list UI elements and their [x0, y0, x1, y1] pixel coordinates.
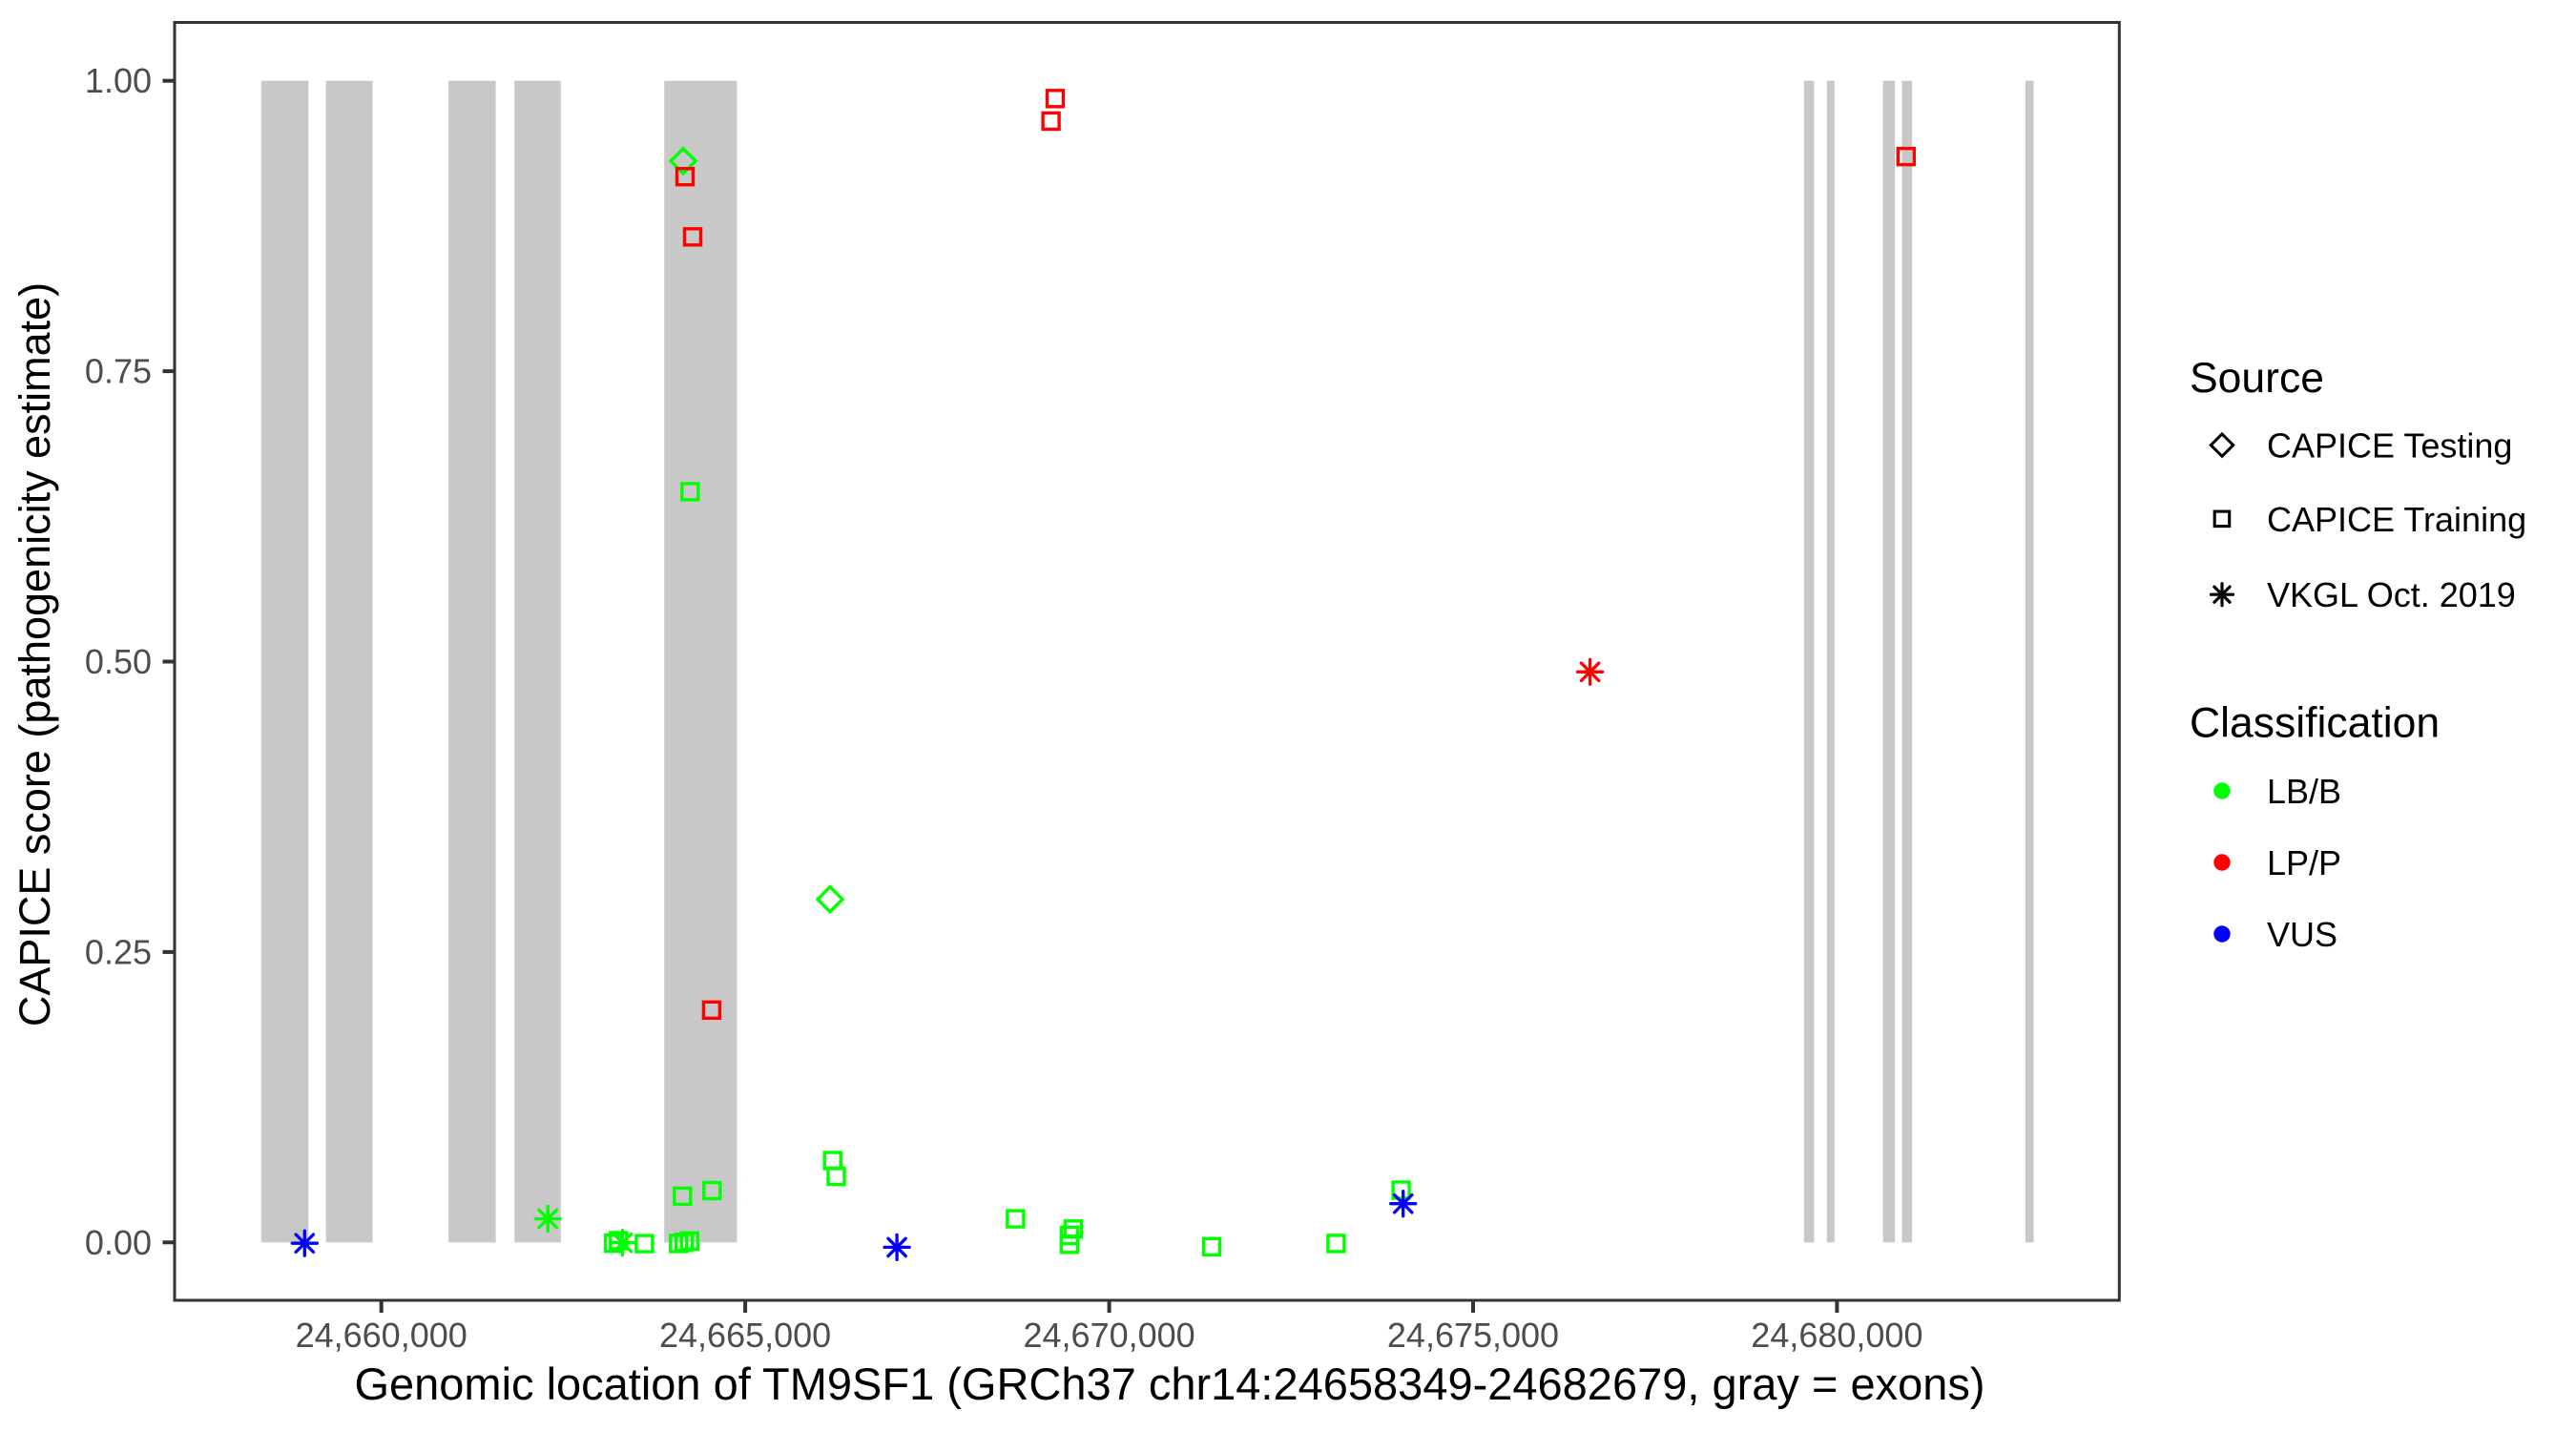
- svg-text:24,670,000: 24,670,000: [1024, 1316, 1195, 1355]
- svg-text:CAPICE Training: CAPICE Training: [2267, 500, 2526, 539]
- svg-text:24,680,000: 24,680,000: [1751, 1316, 1922, 1355]
- svg-text:24,675,000: 24,675,000: [1387, 1316, 1559, 1355]
- svg-text:24,665,000: 24,665,000: [659, 1316, 831, 1355]
- svg-text:0.25: 0.25: [85, 932, 152, 971]
- svg-text:0.00: 0.00: [85, 1223, 152, 1262]
- svg-text:0.75: 0.75: [85, 352, 152, 391]
- svg-text:24,660,000: 24,660,000: [296, 1316, 467, 1355]
- svg-text:CAPICE Testing: CAPICE Testing: [2267, 426, 2512, 466]
- svg-text:Classification: Classification: [2190, 700, 2440, 747]
- svg-text:Genomic location of TM9SF1 (GR: Genomic location of TM9SF1 (GRCh37 chr14…: [354, 1358, 1984, 1409]
- svg-text:VUS: VUS: [2267, 915, 2337, 954]
- svg-text:Source: Source: [2190, 355, 2324, 402]
- svg-text:1.00: 1.00: [85, 61, 152, 100]
- svg-text:LB/B: LB/B: [2267, 772, 2341, 811]
- svg-text:LP/P: LP/P: [2267, 843, 2341, 882]
- svg-text:VKGL Oct. 2019: VKGL Oct. 2019: [2267, 575, 2516, 614]
- svg-text:0.50: 0.50: [85, 642, 152, 681]
- svg-text:CAPICE score (pathogenicity es: CAPICE score (pathogenicity estimate): [10, 282, 59, 1027]
